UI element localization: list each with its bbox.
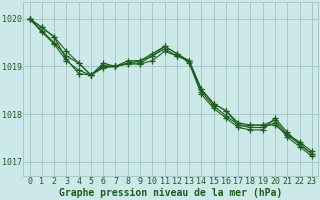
X-axis label: Graphe pression niveau de la mer (hPa): Graphe pression niveau de la mer (hPa) bbox=[59, 188, 282, 198]
